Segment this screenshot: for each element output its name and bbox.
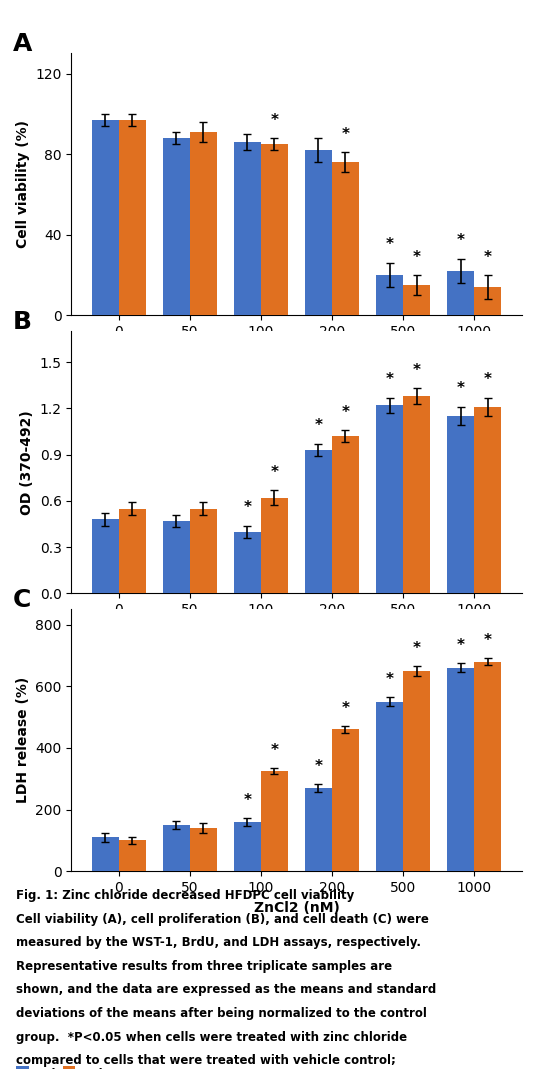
- Text: *: *: [271, 112, 278, 127]
- Text: *: *: [412, 249, 421, 265]
- Text: *: *: [243, 793, 251, 808]
- Bar: [403, 285, 430, 315]
- Text: 48 h: 48 h: [78, 1068, 107, 1069]
- Bar: [474, 288, 501, 315]
- Y-axis label: Cell viability (%): Cell viability (%): [16, 121, 30, 248]
- Bar: [261, 498, 288, 593]
- Text: *: *: [271, 743, 278, 758]
- Text: shown, and the data are expressed as the means and standard: shown, and the data are expressed as the…: [16, 983, 436, 996]
- Text: *: *: [457, 638, 464, 653]
- Text: *: *: [315, 759, 322, 774]
- Bar: [261, 771, 288, 871]
- Text: *: *: [271, 465, 278, 480]
- Bar: [190, 509, 217, 593]
- Text: Representative results from three triplicate samples are: Representative results from three tripli…: [16, 960, 393, 973]
- Text: *: *: [484, 249, 491, 265]
- Text: group.  *P<0.05 when cells were treated with zinc chloride: group. *P<0.05 when cells were treated w…: [16, 1031, 407, 1043]
- Bar: [234, 531, 261, 593]
- Text: *: *: [457, 382, 464, 397]
- Bar: [447, 416, 474, 593]
- Bar: [332, 729, 359, 871]
- Text: *: *: [385, 671, 394, 686]
- Bar: [305, 150, 332, 315]
- Bar: [234, 142, 261, 315]
- Text: *: *: [341, 701, 350, 716]
- Text: B: B: [13, 310, 32, 335]
- Text: compared to cells that were treated with vehicle control;: compared to cells that were treated with…: [16, 1054, 396, 1067]
- X-axis label: ZnCl2 (nM): ZnCl2 (nM): [254, 344, 339, 358]
- Bar: [403, 397, 430, 593]
- Text: *: *: [484, 372, 491, 387]
- Text: deviations of the means after being normalized to the control: deviations of the means after being norm…: [16, 1007, 427, 1020]
- Text: *: *: [457, 233, 464, 248]
- Y-axis label: LDH release (%): LDH release (%): [16, 677, 30, 804]
- Bar: [474, 662, 501, 871]
- Bar: [163, 521, 190, 593]
- Text: *: *: [243, 500, 251, 515]
- Text: *: *: [341, 127, 350, 142]
- Bar: [92, 120, 119, 315]
- X-axis label: ZnCl2 (nM): ZnCl2 (nM): [254, 622, 339, 636]
- Bar: [376, 405, 403, 593]
- Bar: [163, 825, 190, 871]
- Bar: [474, 407, 501, 593]
- Text: 24 h: 24 h: [31, 1068, 60, 1069]
- Text: *: *: [385, 372, 394, 387]
- Bar: [119, 120, 146, 315]
- Text: Cell viability (A), cell proliferation (B), and cell death (C) were: Cell viability (A), cell proliferation (…: [16, 913, 429, 926]
- Bar: [332, 436, 359, 593]
- Bar: [261, 144, 288, 315]
- Bar: [92, 520, 119, 593]
- Text: Fig. 1: Zinc chloride decreased HFDPC cell viability: Fig. 1: Zinc chloride decreased HFDPC ce…: [16, 889, 355, 902]
- Text: *: *: [341, 404, 350, 419]
- Text: *: *: [315, 418, 322, 433]
- Bar: [119, 509, 146, 593]
- Bar: [403, 671, 430, 871]
- Text: *: *: [412, 640, 421, 656]
- Bar: [92, 837, 119, 871]
- Bar: [332, 162, 359, 315]
- Text: *: *: [484, 633, 491, 648]
- Bar: [376, 701, 403, 871]
- Bar: [376, 275, 403, 315]
- Bar: [190, 828, 217, 871]
- Text: C: C: [13, 588, 31, 613]
- Bar: [447, 272, 474, 315]
- Text: measured by the WST-1, BrdU, and LDH assays, respectively.: measured by the WST-1, BrdU, and LDH ass…: [16, 936, 422, 949]
- Bar: [234, 822, 261, 871]
- Text: *: *: [412, 362, 421, 378]
- Y-axis label: OD (370-492): OD (370-492): [20, 410, 34, 514]
- Text: A: A: [13, 32, 32, 57]
- Bar: [119, 840, 146, 871]
- Bar: [190, 133, 217, 315]
- Bar: [447, 668, 474, 871]
- X-axis label: ZnCl2 (nM): ZnCl2 (nM): [254, 900, 339, 914]
- Bar: [163, 138, 190, 315]
- Bar: [305, 788, 332, 871]
- Bar: [305, 450, 332, 593]
- Text: *: *: [385, 237, 394, 252]
